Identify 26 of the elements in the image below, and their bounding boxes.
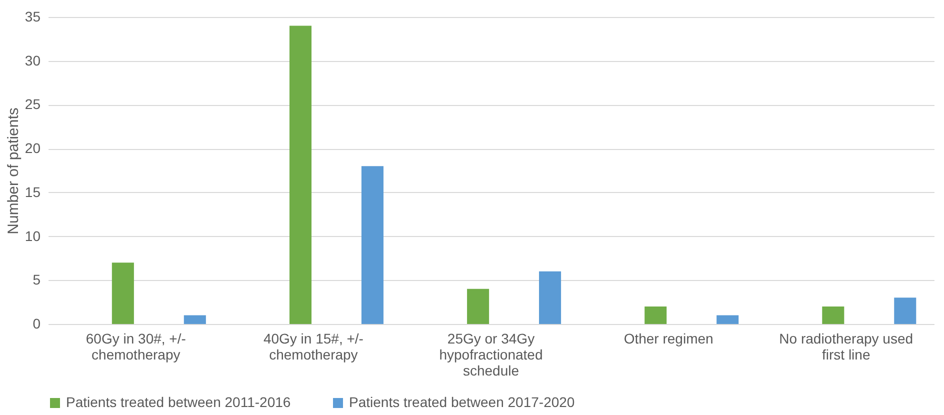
legend-label: Patients treated between 2017-2020	[349, 394, 575, 410]
y-tick-label: 0	[32, 316, 41, 332]
bar	[716, 315, 739, 324]
bar	[894, 298, 916, 324]
x-tick-label: 25Gy or 34Gy hypofractionated schedule	[439, 330, 543, 378]
bar	[467, 288, 490, 324]
y-tick-label: 5	[32, 272, 41, 288]
y-tick-label: 10	[24, 228, 41, 244]
bar	[539, 271, 562, 324]
bar	[361, 166, 384, 324]
y-tick-label: 25	[24, 96, 41, 112]
legend-label: Patients treated between 2011-2016	[66, 394, 291, 410]
y-tick-label: 30	[24, 52, 41, 68]
y-tick-label: 20	[24, 140, 41, 156]
x-tick-label: 40Gy in 15#, +/- chemotherapy	[263, 330, 364, 362]
y-axis-title: Number of patients	[4, 108, 22, 234]
bar	[184, 315, 206, 324]
bar	[289, 26, 312, 324]
bar	[822, 306, 844, 324]
bar	[112, 262, 134, 324]
x-tick-label: 60Gy in 30#, +/- chemotherapy	[86, 330, 186, 362]
y-tick-label: 35	[24, 8, 41, 24]
x-tick-label: No radiotherapy used first line	[779, 330, 914, 362]
x-tick-label: Other regimen	[624, 330, 714, 346]
bar	[644, 306, 667, 324]
y-tick-label: 15	[24, 184, 41, 200]
